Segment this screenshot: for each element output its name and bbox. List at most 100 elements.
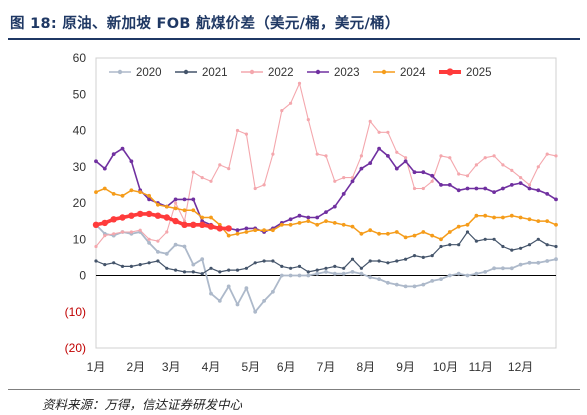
data-point-2021 <box>227 268 231 272</box>
data-point-2022 <box>483 156 487 160</box>
data-point-2024 <box>350 224 355 229</box>
data-point-2022 <box>103 234 107 238</box>
data-point-2022 <box>439 154 443 158</box>
data-point-2020 <box>412 284 417 289</box>
data-point-2024 <box>271 228 275 233</box>
data-point-2021 <box>510 248 514 252</box>
legend-swatch-marker <box>117 69 123 75</box>
data-point-2021 <box>138 263 142 267</box>
data-point-2022 <box>501 163 505 167</box>
data-point-2024 <box>474 213 479 218</box>
data-point-2022 <box>306 118 310 122</box>
data-point-2024 <box>111 192 116 196</box>
data-point-2020 <box>359 271 364 276</box>
y-tick-label: (20) <box>65 341 86 355</box>
data-point-2020 <box>253 309 258 314</box>
x-tick-label: 12月 <box>508 360 533 374</box>
data-point-2023 <box>536 188 541 193</box>
legend-label: 2023 <box>334 67 360 79</box>
data-point-2022 <box>156 239 160 243</box>
data-point-2024 <box>545 219 550 224</box>
x-tick-label: 4月 <box>202 360 221 374</box>
data-point-2022 <box>227 167 231 171</box>
series-line-2025 <box>94 212 231 231</box>
data-point-2020 <box>306 273 311 278</box>
y-tick-label: 60 <box>73 51 87 65</box>
data-point-2020 <box>200 257 205 262</box>
data-point-2023 <box>111 152 116 157</box>
data-point-2021 <box>147 261 151 265</box>
data-point-2020 <box>554 257 558 262</box>
data-point-2021 <box>350 257 355 261</box>
data-point-2023 <box>244 226 249 231</box>
title-divider <box>8 38 580 40</box>
data-point-2024 <box>439 237 443 242</box>
data-point-2023 <box>554 197 558 202</box>
data-point-2024 <box>394 230 399 234</box>
legend-item-2021: 2021 <box>175 67 228 79</box>
data-point-2021 <box>253 261 257 265</box>
data-point-2022 <box>262 183 266 187</box>
data-point-2022 <box>377 130 381 134</box>
y-tick-label: (10) <box>65 305 86 319</box>
data-point-2022 <box>492 154 496 158</box>
data-point-2024 <box>332 221 337 225</box>
data-point-2021 <box>368 259 372 263</box>
data-point-2022 <box>147 237 151 241</box>
data-point-2020 <box>164 251 169 256</box>
data-point-2022 <box>359 154 363 158</box>
series-2025 <box>92 210 232 232</box>
data-point-2020 <box>209 291 213 296</box>
data-point-2023 <box>94 159 98 164</box>
data-point-2022 <box>244 132 248 136</box>
y-tick-label: 40 <box>73 124 87 138</box>
data-point-2020 <box>235 302 240 307</box>
data-point-2024 <box>315 222 320 227</box>
data-point-2020 <box>368 275 373 280</box>
x-tick-label: 6月 <box>277 360 296 374</box>
data-point-2021 <box>103 263 107 267</box>
series-2020 <box>94 222 558 314</box>
data-point-2023 <box>412 170 417 175</box>
data-point-2020 <box>324 270 328 274</box>
data-point-2024 <box>120 193 125 198</box>
data-point-2023 <box>359 166 364 171</box>
data-point-2022 <box>333 179 337 183</box>
data-point-2024 <box>279 222 284 227</box>
data-point-2025 <box>190 221 197 228</box>
data-point-2022 <box>271 152 275 156</box>
data-point-2024 <box>94 190 98 195</box>
data-point-2022 <box>112 232 116 236</box>
data-point-2020 <box>447 273 452 278</box>
data-point-2024 <box>129 188 134 193</box>
data-point-2021 <box>244 266 248 270</box>
data-point-2022 <box>368 119 372 123</box>
y-tick-label: 0 <box>79 269 86 283</box>
y-tick-label: 20 <box>73 196 87 210</box>
data-point-2021 <box>94 259 98 263</box>
data-point-2022 <box>465 174 470 178</box>
data-point-2022 <box>474 163 478 167</box>
data-point-2021 <box>492 237 496 241</box>
data-point-2021 <box>280 264 284 268</box>
data-point-2025 <box>101 219 109 227</box>
legend-label: 2022 <box>268 67 294 79</box>
data-point-2020 <box>527 260 532 265</box>
data-point-2021 <box>174 268 178 272</box>
data-point-2020 <box>394 282 399 287</box>
data-point-2022 <box>120 230 125 234</box>
data-point-2024 <box>226 233 231 238</box>
data-point-2022 <box>350 176 355 180</box>
series-2021 <box>94 230 558 276</box>
data-point-2022 <box>324 154 328 158</box>
data-point-2021 <box>289 266 293 270</box>
data-point-2020 <box>474 271 479 276</box>
data-point-2024 <box>138 190 143 195</box>
legend-swatch-marker <box>249 69 255 75</box>
data-point-2021 <box>235 268 240 272</box>
data-point-2020 <box>545 259 550 263</box>
data-point-2023 <box>120 146 125 151</box>
data-point-2025 <box>216 225 223 232</box>
data-point-2024 <box>501 215 505 220</box>
data-point-2022 <box>448 156 452 160</box>
